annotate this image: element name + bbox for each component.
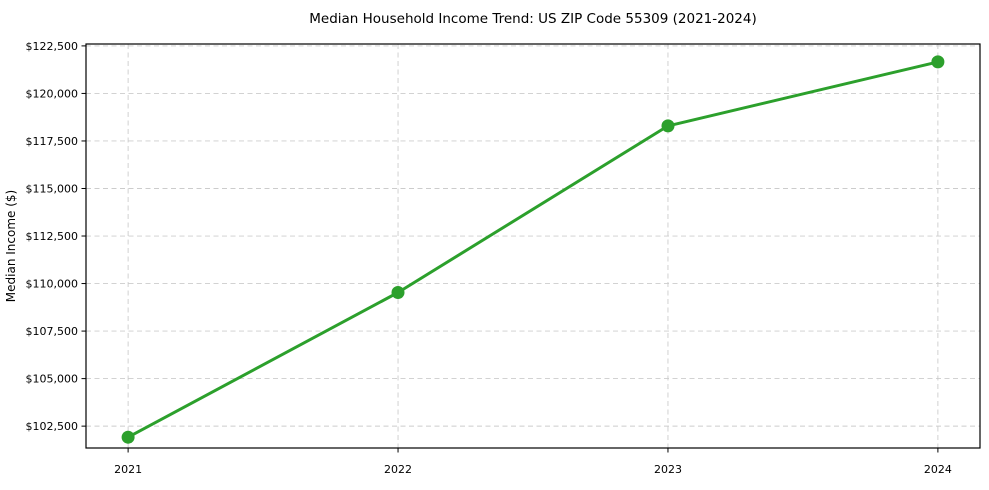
- y-tick-label: $102,500: [26, 420, 79, 433]
- y-tick-label: $105,000: [26, 373, 79, 386]
- y-tick-label: $122,500: [26, 40, 79, 53]
- x-tick-label: 2021: [114, 463, 142, 476]
- data-points: [121, 55, 945, 444]
- y-tick-label: $115,000: [26, 182, 79, 195]
- axis-ticks: [81, 45, 939, 453]
- y-tick-label: $120,000: [26, 87, 79, 100]
- x-tick-labels: 2021 2022 2023 2024: [114, 463, 952, 476]
- x-tick-label: 2023: [654, 463, 682, 476]
- y-tick-label: $112,500: [26, 230, 79, 243]
- y-tick-label: $110,000: [26, 278, 79, 291]
- y-tick-label: $107,500: [26, 325, 79, 338]
- x-tick-label: 2024: [924, 463, 952, 476]
- data-line: [127, 60, 939, 439]
- data-point-marker: [391, 286, 405, 299]
- chart-title: Median Household Income Trend: US ZIP Co…: [309, 11, 757, 27]
- x-tick-label: 2022: [384, 463, 412, 476]
- y-axis-label: Median Income ($): [4, 190, 18, 302]
- data-point-marker: [121, 430, 135, 444]
- data-point-marker: [931, 55, 945, 69]
- y-tick-label: $117,500: [26, 135, 79, 148]
- plot-border: [85, 43, 981, 449]
- y-tick-labels: $102,500 $105,000 $107,500 $110,000 $112,500…: [26, 40, 79, 433]
- data-point-marker: [661, 119, 675, 133]
